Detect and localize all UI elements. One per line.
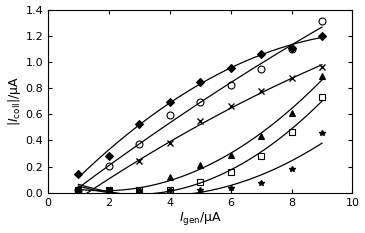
X-axis label: $I_{\mathrm{gen}}$/μA: $I_{\mathrm{gen}}$/μA bbox=[178, 210, 222, 227]
Y-axis label: $|I_{\mathrm{coll}}|$/μA: $|I_{\mathrm{coll}}|$/μA bbox=[5, 76, 23, 126]
